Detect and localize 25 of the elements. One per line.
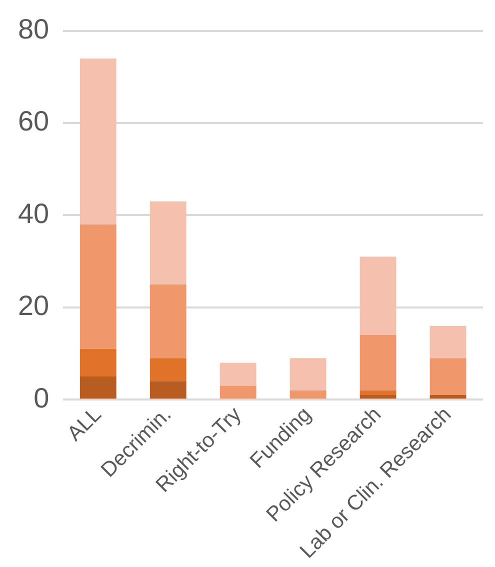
- bar: [360, 390, 396, 395]
- bar: [150, 358, 186, 382]
- bar: [220, 362, 256, 386]
- bar: [80, 224, 116, 349]
- y-tick-label: 20: [18, 290, 50, 322]
- y-tick-label: 0: [34, 382, 50, 414]
- bar: [430, 326, 466, 358]
- bar: [430, 394, 466, 399]
- bar: [150, 381, 186, 399]
- bar: [430, 358, 466, 395]
- bar: [360, 256, 396, 336]
- bar: [290, 390, 326, 399]
- x-tick-label: ALL: [63, 402, 106, 446]
- bar: [220, 386, 256, 399]
- bar: [150, 201, 186, 284]
- bar: [360, 394, 396, 399]
- bar: [290, 358, 326, 390]
- bar: [80, 376, 116, 399]
- y-tick-label: 80: [18, 14, 50, 45]
- y-tick-label: 60: [18, 106, 50, 137]
- y-tick-label: 40: [18, 198, 50, 229]
- bar: [360, 335, 396, 390]
- bar: [80, 348, 116, 377]
- bar: [150, 284, 186, 358]
- bar: [80, 58, 116, 224]
